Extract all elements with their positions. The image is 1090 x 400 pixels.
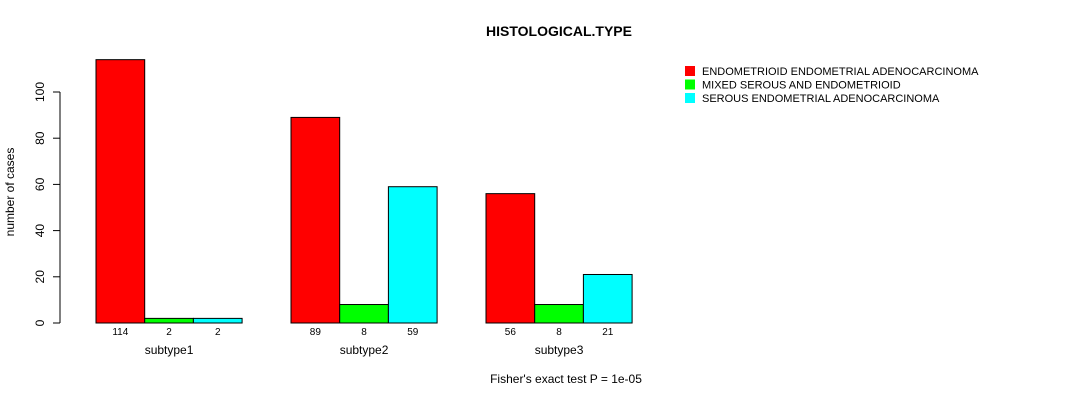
bar-subtype2-1: [290, 116, 341, 324]
category-label-subtype1: subtype1: [145, 343, 194, 357]
y-tick-label: 20: [33, 270, 47, 284]
chart-title: HISTOLOGICAL.TYPE: [486, 23, 632, 39]
legend: ENDOMETRIOID ENDOMETRIAL ADENOCARCINOMA M…: [685, 66, 979, 105]
category-labels: subtype1 subtype2 subtype3: [145, 343, 584, 357]
bar-value-label: 89: [310, 327, 322, 338]
y-tick-label: 0: [33, 319, 47, 326]
y-tick-label: 60: [33, 177, 47, 191]
bar-subtype1-2: [144, 317, 194, 324]
bar-subtype1-1: [95, 59, 146, 324]
bar-value-label: 21: [602, 327, 614, 338]
y-tick-label: 40: [33, 224, 47, 238]
fisher-test-note: Fisher's exact test P = 1e-05: [490, 372, 642, 386]
bar-value-label: 8: [361, 327, 367, 338]
legend-label: SEROUS ENDOMETRIAL ADENOCARCINOMA: [702, 93, 940, 105]
legend-swatch: [685, 93, 695, 103]
bar-subtype3-2: [534, 304, 584, 324]
y-ticks: 0 20 40 60 80 100: [33, 82, 60, 326]
y-tick-label: 80: [33, 131, 47, 145]
legend-swatch: [685, 66, 695, 76]
bar-subtype2-2: [339, 304, 389, 324]
bar-subtype3-3: [582, 273, 633, 324]
legend-swatch: [685, 79, 695, 90]
bar-value-labels: 114 2 2 89 8 59 56 8 21: [112, 327, 613, 338]
bar-value-label: 2: [166, 327, 172, 338]
bars: [95, 59, 633, 324]
bar-value-label: 114: [112, 327, 128, 338]
bar-subtype1-3: [192, 317, 243, 324]
bar-value-label: 2: [215, 327, 221, 338]
category-label-subtype2: subtype2: [340, 343, 389, 357]
y-axis-label: number of cases: [3, 148, 17, 237]
bar-value-label: 8: [556, 327, 562, 338]
y-axis: 0 20 40 60 80 100: [33, 82, 61, 326]
bar-subtype2-3: [387, 186, 438, 324]
legend-label: MIXED SEROUS AND ENDOMETRIOID: [702, 80, 901, 92]
legend-label: ENDOMETRIOID ENDOMETRIAL ADENOCARCINOMA: [702, 66, 979, 78]
y-tick-label: 100: [33, 82, 47, 102]
bar-subtype3-1: [485, 193, 536, 324]
bar-value-label: 56: [505, 327, 517, 338]
category-label-subtype3: subtype3: [535, 343, 584, 357]
bar-value-label: 59: [407, 327, 419, 338]
